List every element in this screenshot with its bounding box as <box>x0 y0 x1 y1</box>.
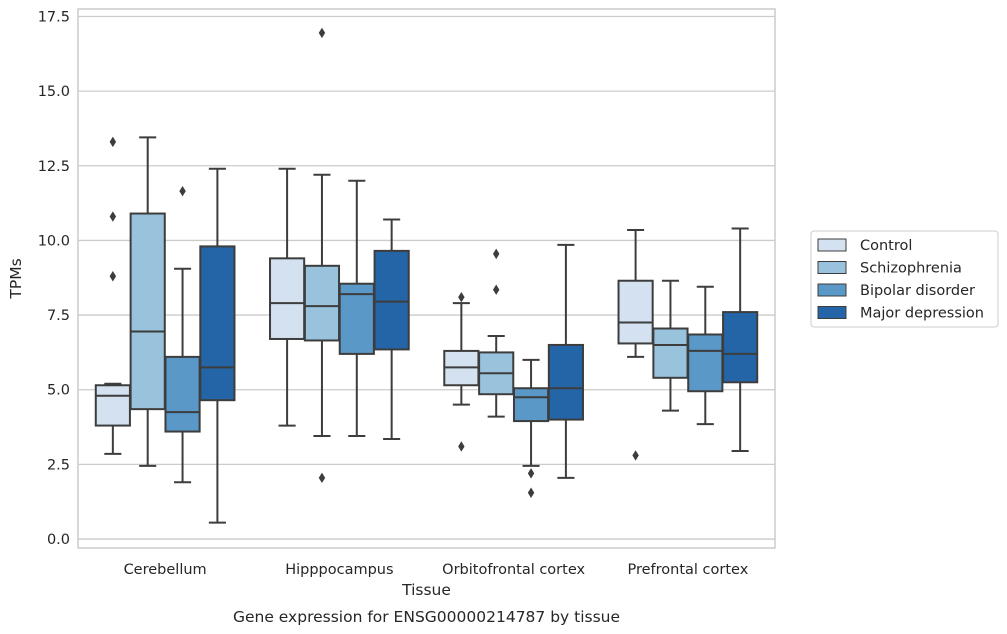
x-tick-labels: Cerebellum Hipppocampus Orbitofrontal cort… <box>124 562 749 578</box>
x-axis-label: Tissue <box>401 581 451 599</box>
y-tick-label: 5.0 <box>47 383 70 399</box>
outlier-point <box>109 271 117 282</box>
y-tick-label: 17.5 <box>38 9 70 25</box>
box-control <box>94 136 131 455</box>
box-bipolar-disorder <box>338 179 375 438</box>
legend-entry-label: Control <box>860 238 912 254</box>
chart-caption: Gene expression for ENSG00000214787 by t… <box>233 608 620 626</box>
outlier-point <box>492 284 500 295</box>
box-bipolar-disorder <box>512 358 550 498</box>
outlier-point <box>318 27 326 39</box>
box-iqr <box>547 343 584 421</box>
box-iqr <box>164 355 201 433</box>
y-axis-label: TPMs <box>7 258 25 299</box>
box-iqr <box>512 387 550 423</box>
legend-entry-label: Major depression <box>860 306 984 322</box>
outlier-point <box>458 441 465 452</box>
outlier-point <box>109 211 117 222</box>
box-iqr <box>722 311 759 384</box>
outlier-point <box>527 468 535 479</box>
x-tick-label: Prefrontal cortex <box>627 562 748 578</box>
legend-entry-label: Bipolar disorder <box>860 283 975 299</box>
legend-frame <box>810 230 999 328</box>
box-major-depression <box>199 167 236 524</box>
x-tick-label: Orbitofrontal cortex <box>442 562 585 578</box>
box-iqr <box>652 327 689 379</box>
box-major-depression <box>373 218 410 441</box>
outlier-point <box>109 136 117 148</box>
box-iqr <box>129 212 166 411</box>
box-control <box>269 167 306 427</box>
legend-swatch <box>817 261 847 274</box>
legend-swatch <box>817 283 847 297</box>
box-iqr <box>617 279 654 345</box>
box-iqr <box>338 282 375 355</box>
box-schizophrenia <box>303 27 341 484</box>
outlier-point <box>179 185 186 197</box>
legend-swatch <box>817 238 847 252</box>
plot-frame <box>77 8 776 549</box>
box-control <box>443 291 480 452</box>
box-schizophrenia <box>478 248 515 418</box>
outlier-point <box>527 487 535 498</box>
legend-entry-label: Schizophrenia <box>860 261 962 277</box>
box-major-depression <box>722 227 759 452</box>
legend: Control Schizophrenia Bipolar disorder Majo… <box>810 230 999 328</box>
box-bipolar-disorder <box>164 185 201 484</box>
y-tick-label: 10.0 <box>38 233 70 249</box>
outlier-point <box>458 291 465 303</box>
legend-swatch <box>817 306 847 319</box>
y-tick-label: 7.5 <box>47 308 70 324</box>
y-tick-label: 12.5 <box>38 159 70 175</box>
outlier-point <box>492 248 500 260</box>
box-control <box>617 228 654 461</box>
y-tick-label: 15.0 <box>38 84 70 100</box>
y-tick-label: 2.5 <box>47 457 70 473</box>
outlier-point <box>632 450 639 461</box>
x-tick-label: Cerebellum <box>124 562 207 578</box>
box-bipolar-disorder <box>687 285 724 426</box>
outlier-point <box>318 472 326 484</box>
box-iqr <box>94 384 131 427</box>
y-tick-label: 0.0 <box>47 532 70 548</box>
plot-area <box>77 8 776 549</box>
y-tick-labels: 0.0 2.5 5.0 7.5 10.0 12.5 15.0 17.5 <box>38 9 70 548</box>
box-schizophrenia <box>652 279 689 412</box>
x-tick-label: Hipppocampus <box>285 562 393 578</box>
box-iqr <box>687 333 724 393</box>
box-series <box>94 27 759 524</box>
box-schizophrenia <box>129 136 166 467</box>
box-iqr <box>373 249 410 351</box>
box-iqr <box>199 245 236 402</box>
box-iqr <box>269 257 306 340</box>
box-iqr <box>303 264 341 342</box>
box-major-depression <box>547 243 584 479</box>
